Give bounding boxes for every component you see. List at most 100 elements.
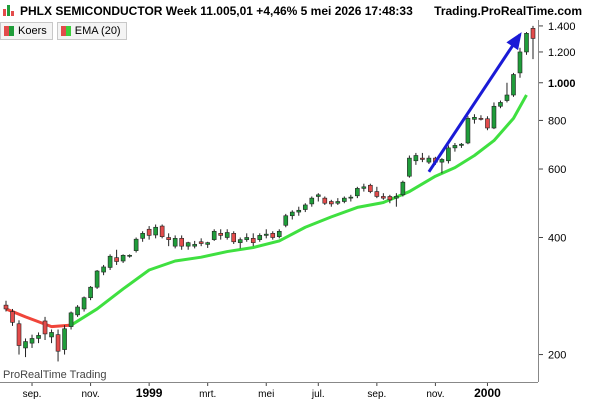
candle-body	[491, 105, 497, 129]
candle	[3, 300, 9, 312]
candle	[62, 325, 67, 355]
x-tick-label: sep.	[367, 389, 386, 400]
legend: Koers EMA (20)	[0, 22, 127, 40]
candle	[426, 155, 432, 165]
price-chart[interactable]	[0, 20, 538, 382]
watermark: ProRealTime Trading	[3, 369, 107, 381]
candle-body	[361, 186, 367, 189]
candle-body	[394, 196, 399, 199]
candle	[10, 308, 15, 326]
legend-label-price: Koers	[18, 25, 47, 37]
candle	[179, 235, 184, 250]
candle-body	[153, 226, 158, 236]
candle	[185, 241, 191, 250]
candle-body	[329, 201, 334, 205]
candle	[283, 213, 289, 228]
candle-body	[185, 242, 191, 247]
candle	[361, 183, 367, 192]
candle	[231, 231, 237, 244]
candle-body	[368, 184, 373, 192]
candle	[368, 183, 373, 194]
candle-body	[166, 237, 171, 240]
candle-body	[342, 197, 347, 202]
candle-body	[459, 143, 464, 146]
candle	[263, 229, 269, 239]
candle	[439, 158, 445, 174]
candle-body	[231, 233, 237, 243]
candle	[153, 224, 158, 239]
candle-body	[413, 155, 419, 162]
candle	[478, 115, 484, 121]
y-tick-label: 400	[548, 232, 566, 244]
candle	[55, 329, 61, 362]
candle-body	[244, 237, 250, 240]
candle-body	[426, 157, 432, 163]
plot-area[interactable]	[0, 20, 539, 382]
candle	[491, 102, 497, 130]
candle	[342, 196, 347, 204]
candle-body	[315, 194, 321, 197]
candle	[114, 249, 119, 265]
candle	[517, 47, 523, 78]
y-tick-label: 600	[548, 164, 566, 176]
x-tick-label: jul.	[311, 389, 325, 400]
candle-body	[322, 197, 328, 204]
candle-body	[257, 235, 263, 240]
y-tick-label: 200	[548, 350, 566, 362]
candle	[75, 305, 80, 317]
candle	[192, 240, 197, 249]
candle-body	[387, 196, 393, 201]
x-axis: sep. nov. 1999 mrt. mei jul. sep. nov. 2000	[0, 382, 538, 401]
candle-body	[3, 304, 9, 310]
candle	[309, 196, 315, 207]
candlestick-logo-icon	[3, 5, 14, 16]
candle-body	[127, 254, 132, 257]
candle	[270, 231, 276, 240]
candle-body	[29, 338, 35, 344]
candle-body	[517, 51, 523, 74]
candle-body	[133, 238, 139, 251]
chart-title: PHLX SEMICONDUCTOR Week 11.005,01 +4,46%…	[20, 4, 413, 18]
candle-body	[159, 225, 165, 237]
candle	[485, 116, 490, 131]
candle	[459, 142, 464, 148]
candle-body	[140, 233, 145, 239]
candle	[302, 203, 308, 213]
x-tick-label: mrt.	[199, 389, 216, 400]
candle	[504, 82, 510, 103]
candle	[211, 229, 217, 241]
candle	[49, 329, 54, 344]
candle-body	[42, 320, 48, 335]
candle	[387, 194, 393, 204]
candle	[42, 316, 48, 340]
candle	[322, 196, 328, 205]
x-tick-label: 2000	[474, 386, 501, 400]
candle-body	[420, 157, 425, 160]
candle	[400, 180, 406, 197]
candle	[296, 206, 302, 216]
candle	[146, 226, 152, 240]
candle	[348, 194, 354, 202]
candle	[329, 199, 334, 207]
candle-body	[224, 232, 230, 238]
candle-body	[530, 28, 536, 39]
candle	[472, 114, 477, 124]
candle-body	[120, 254, 126, 262]
candle	[394, 193, 399, 207]
candle-body	[237, 239, 243, 243]
x-tick-label: sep.	[23, 389, 42, 400]
candle-body	[504, 94, 510, 101]
candle-body	[381, 196, 386, 199]
legend-item-price[interactable]: Koers	[0, 22, 53, 40]
candle	[23, 338, 28, 358]
candle-body	[68, 312, 74, 327]
candle-body	[498, 102, 503, 107]
candle-body	[478, 118, 484, 120]
ema-icon	[60, 26, 71, 36]
x-tick-label: 1999	[136, 386, 163, 400]
trend-arrow	[427, 33, 522, 173]
candle-body	[198, 241, 204, 244]
candle	[498, 100, 503, 109]
candle	[244, 233, 250, 242]
legend-item-ema[interactable]: EMA (20)	[56, 22, 127, 40]
